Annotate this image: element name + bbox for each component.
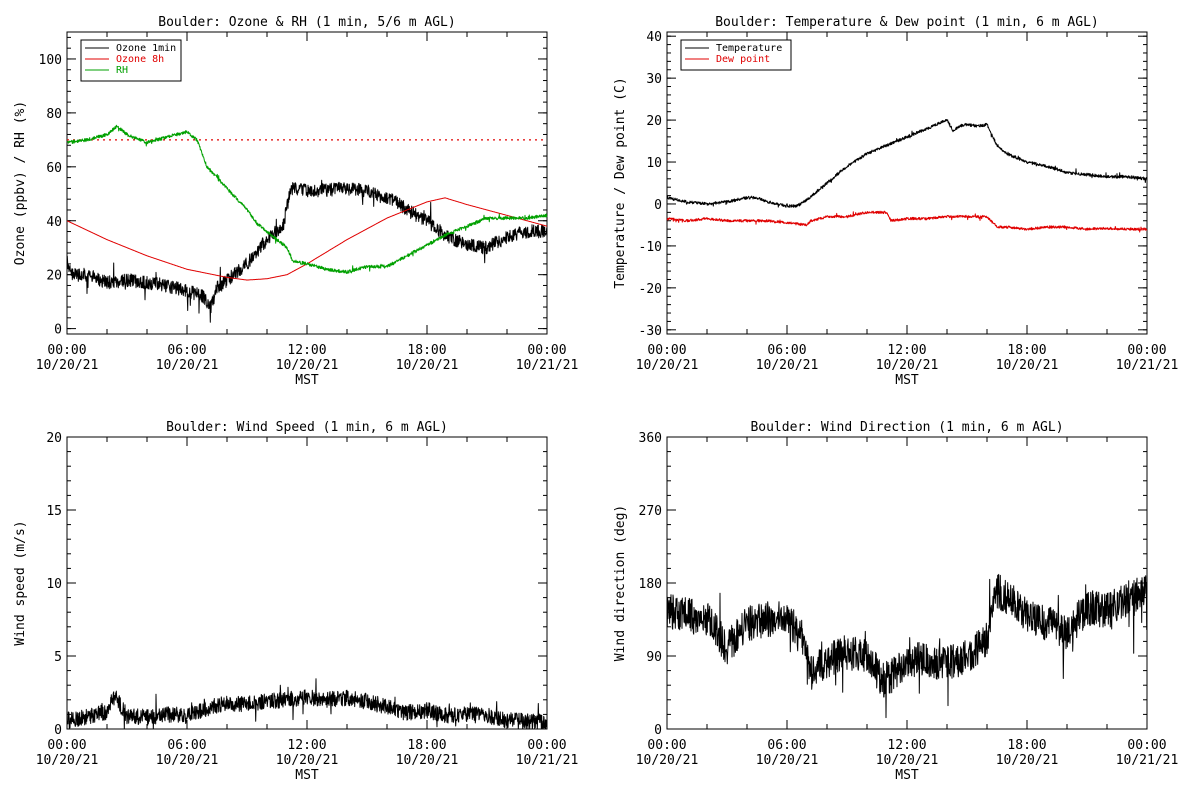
x-tick-time-label: 12:00 <box>287 738 326 753</box>
chart-title: Boulder: Ozone & RH (1 min, 5/6 m AGL) <box>158 15 455 30</box>
legend-box <box>680 39 792 71</box>
series-line-panel-3 <box>66 678 548 730</box>
y-tick-label: 10 <box>646 156 662 171</box>
x-tick-date-label: 10/20/21 <box>996 753 1059 768</box>
y-axis-label: Ozone (ppbv) / RH (%) <box>13 101 28 265</box>
x-tick-time-label: 12:00 <box>287 343 326 358</box>
plot-frame <box>66 436 548 730</box>
y-tick-label: 0 <box>54 723 62 738</box>
x-tick-date-label: 10/20/21 <box>996 358 1059 373</box>
x-tick-time-label: 18:00 <box>1007 343 1046 358</box>
y-tick-label: 20 <box>46 269 62 284</box>
x-tick-date-label: 10/20/21 <box>36 753 99 768</box>
plot-frame <box>666 31 1148 335</box>
x-tick-date-label: 10/21/21 <box>516 753 579 768</box>
x-tick-date-label: 10/20/21 <box>876 358 939 373</box>
y-tick-label: 80 <box>46 107 62 122</box>
y-tick-label: 60 <box>46 161 62 176</box>
x-tick-date-label: 10/20/21 <box>276 358 339 373</box>
x-axis-label: MST <box>895 768 919 783</box>
legend-box <box>80 39 182 82</box>
legend-label: Ozone 8h <box>116 54 164 65</box>
x-tick-date-label: 10/20/21 <box>276 753 339 768</box>
x-tick-date-label: 10/21/21 <box>516 358 579 373</box>
y-tick-label: -10 <box>639 240 662 255</box>
chart-title: Boulder: Temperature & Dew point (1 min,… <box>715 15 1099 30</box>
plot-frame <box>666 436 1148 730</box>
y-tick-label: 20 <box>46 431 62 446</box>
y-tick-label: 180 <box>639 577 662 592</box>
series-line-dew-point <box>666 210 1148 233</box>
x-tick-time-label: 12:00 <box>887 738 926 753</box>
series-line-ozone-8h <box>66 197 548 281</box>
x-tick-date-label: 10/20/21 <box>36 358 99 373</box>
y-tick-label: 40 <box>46 215 62 230</box>
x-axis-label: MST <box>295 373 319 388</box>
y-tick-label: -30 <box>639 324 662 339</box>
series-line-temperature <box>666 119 1148 208</box>
legend-label: Dew point <box>716 54 770 65</box>
y-tick-label: 0 <box>654 723 662 738</box>
chart-title: Boulder: Wind Direction (1 min, 6 m AGL) <box>750 420 1063 435</box>
chart-panel-1: Boulder: Ozone & RH (1 min, 5/6 m AGL) 0 2… <box>13 15 578 388</box>
x-tick-date-label: 10/20/21 <box>756 753 819 768</box>
x-tick-time-label: 00:00 <box>1127 738 1166 753</box>
x-tick-time-label: 18:00 <box>407 738 446 753</box>
series-line-ozone-1min <box>66 179 548 323</box>
x-tick-time-label: 12:00 <box>887 343 926 358</box>
legend-label: RH <box>116 65 128 76</box>
x-tick-time-label: 06:00 <box>167 343 206 358</box>
y-tick-label: 40 <box>646 30 662 45</box>
y-tick-label: 360 <box>639 431 662 446</box>
chart-title: Boulder: Wind Speed (1 min, 6 m AGL) <box>166 420 448 435</box>
series-line-rh <box>66 124 548 274</box>
x-tick-date-label: 10/20/21 <box>156 358 219 373</box>
legend-label: Temperature <box>716 43 782 54</box>
y-tick-label: 0 <box>54 323 62 338</box>
y-tick-label: 0 <box>654 198 662 213</box>
y-tick-label: 90 <box>646 650 662 665</box>
y-tick-label: 15 <box>46 504 62 519</box>
x-tick-time-label: 00:00 <box>647 738 686 753</box>
legend-label: Ozone 1min <box>116 43 176 54</box>
x-tick-date-label: 10/20/21 <box>396 358 459 373</box>
y-tick-label: 30 <box>646 72 662 87</box>
x-tick-time-label: 06:00 <box>767 343 806 358</box>
y-tick-label: 20 <box>646 114 662 129</box>
x-tick-date-label: 10/21/21 <box>1116 358 1179 373</box>
x-tick-time-label: 00:00 <box>527 343 566 358</box>
x-tick-time-label: 18:00 <box>407 343 446 358</box>
y-tick-label: 5 <box>54 650 62 665</box>
y-tick-label: 270 <box>639 504 662 519</box>
x-axis-label: MST <box>295 768 319 783</box>
y-axis-label: Wind direction (deg) <box>613 505 628 662</box>
x-tick-time-label: 00:00 <box>527 738 566 753</box>
x-tick-date-label: 10/20/21 <box>636 358 699 373</box>
x-tick-date-label: 10/20/21 <box>756 358 819 373</box>
x-tick-time-label: 06:00 <box>167 738 206 753</box>
x-tick-date-label: 10/20/21 <box>636 753 699 768</box>
y-tick-label: 100 <box>39 53 62 68</box>
x-tick-time-label: 00:00 <box>47 738 86 753</box>
x-tick-time-label: 00:00 <box>1127 343 1166 358</box>
y-axis-label: Wind speed (m/s) <box>13 520 28 645</box>
chart-panel-2: Boulder: Temperature & Dew point (1 min,… <box>613 15 1178 388</box>
y-tick-label: 10 <box>46 577 62 592</box>
x-tick-date-label: 10/20/21 <box>876 753 939 768</box>
x-tick-time-label: 00:00 <box>47 343 86 358</box>
x-tick-date-label: 10/20/21 <box>396 753 459 768</box>
x-tick-time-label: 06:00 <box>767 738 806 753</box>
x-tick-time-label: 18:00 <box>1007 738 1046 753</box>
x-tick-date-label: 10/21/21 <box>1116 753 1179 768</box>
y-axis-label: Temperature / Dew point (C) <box>613 77 628 288</box>
y-tick-label: -20 <box>639 282 662 297</box>
chart-panel-4: Boulder: Wind Direction (1 min, 6 m AGL)… <box>613 420 1178 783</box>
x-tick-date-label: 10/20/21 <box>156 753 219 768</box>
series-line-panel-4 <box>666 573 1148 719</box>
x-axis-label: MST <box>895 373 919 388</box>
chart-panel-3: Boulder: Wind Speed (1 min, 6 m AGL) 0 5 10… <box>13 420 578 783</box>
x-tick-time-label: 00:00 <box>647 343 686 358</box>
